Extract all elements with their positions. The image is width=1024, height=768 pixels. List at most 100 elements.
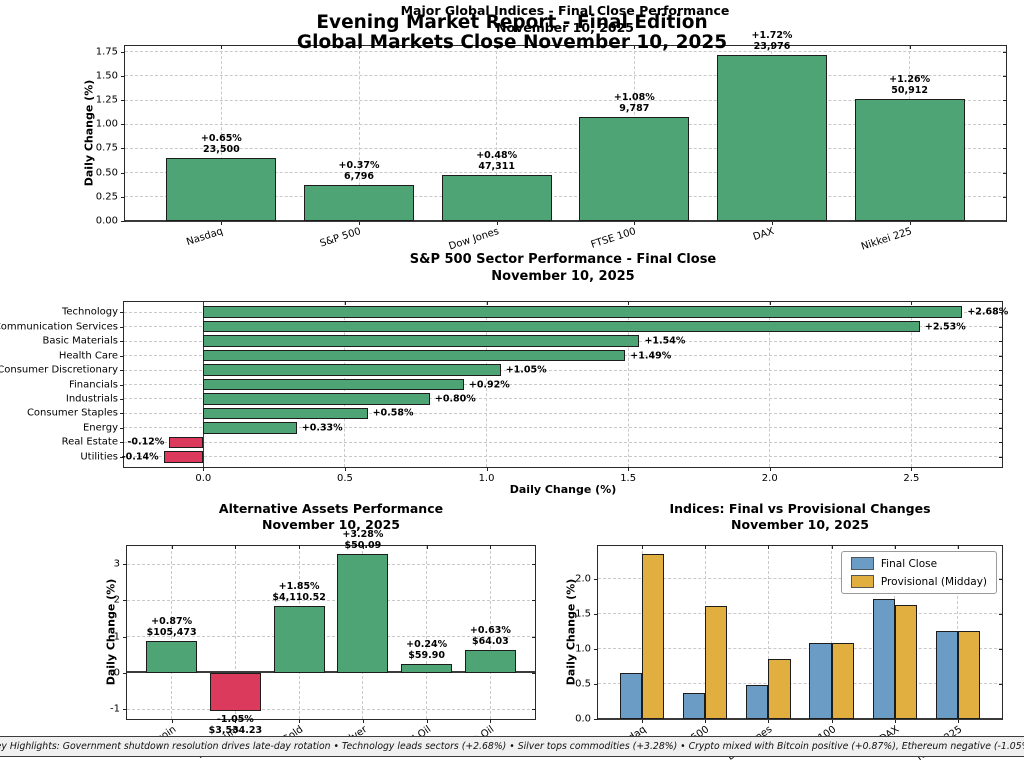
x-tick [426, 719, 428, 723]
y-tick [120, 326, 124, 328]
value-label: +1.05% [505, 364, 547, 376]
chart-sp500-sectors: 0.0 0.5 1.0 1.5 2.0 2.5 Technology Communicatio… [0, 301, 1008, 484]
legend-label: Provisional (Midday) [880, 575, 987, 588]
top-tick [769, 302, 771, 305]
value-label: +1.54% [644, 335, 686, 347]
x-tick [299, 719, 301, 723]
y-tick-label: 0.00 [95, 215, 118, 227]
top-tick [894, 546, 896, 549]
top-tick [911, 302, 913, 305]
x-tick [957, 719, 959, 723]
value-label: +1.49% [630, 350, 672, 362]
right-tick [999, 326, 1002, 328]
right-tick [1003, 124, 1006, 126]
grid-line-v [171, 546, 173, 719]
legend: Final Close Provisional (Midday) [840, 551, 997, 594]
chart-global-indices: 0.00 0.25 0.50 0.75 1.00 1.25 1.50 1.75 Nasdaq S&… [96, 30, 1007, 253]
right-tick [532, 636, 535, 638]
zero-line [598, 717, 1002, 720]
x-tick-label: 1.5 [620, 473, 637, 484]
category-label: Technology [61, 306, 118, 318]
top-tick [957, 546, 959, 549]
bar [203, 306, 963, 318]
figure-suptitle-line1: Evening Market Report - Final Edition [316, 12, 708, 33]
y-tick-label: 0.75 [95, 142, 118, 154]
grid-line-h [124, 412, 1002, 414]
grid-line-v [358, 46, 360, 221]
top-tick [221, 46, 223, 49]
category-label: DAX [751, 226, 776, 244]
y-tick-label: 0.0 [575, 713, 591, 725]
right-tick [999, 355, 1002, 357]
legend-label: Final Close [880, 557, 938, 570]
chart1-title: Major Global Indices - Final Close Perfo… [400, 3, 730, 18]
bar [166, 158, 277, 221]
value-label: +1.72% 23,976 [751, 29, 793, 52]
right-tick [999, 578, 1002, 580]
y-tick [594, 648, 598, 650]
value-label: +0.63% $64.03 [469, 625, 511, 648]
grid-line-v [767, 546, 769, 719]
bar [169, 436, 204, 449]
right-tick [999, 456, 1002, 458]
grid-line-h [125, 147, 1006, 149]
bar [642, 554, 665, 719]
chart1-subtitle: November 10, 2025 [496, 20, 634, 35]
chart4-subtitle: November 10, 2025 [731, 517, 869, 532]
grid-line-v [234, 546, 236, 719]
category-label: Basic Materials [42, 335, 119, 347]
top-tick [490, 546, 492, 549]
x-tick [909, 221, 911, 225]
right-tick [532, 600, 535, 602]
chart4-title: Indices: Final vs Provisional Changes [669, 501, 931, 516]
right-tick [1003, 196, 1006, 198]
top-tick [909, 46, 911, 49]
y-tick [120, 370, 124, 372]
y-tick-label: 1.0 [575, 643, 591, 655]
x-tick [911, 467, 913, 471]
category-label: Utilities [80, 451, 118, 463]
grid-line-h [598, 578, 1002, 580]
chart-alternative-assets: -10123BitcoinEthereumGoldSilverWTI OilBr… [110, 529, 536, 761]
figure-suptitle-line2: Global Markets Close November 10, 2025 [296, 32, 728, 53]
bar [441, 174, 552, 221]
y-tick [121, 148, 125, 150]
grid-line-h [125, 172, 1006, 174]
bar [957, 630, 980, 719]
top-tick [486, 302, 488, 305]
grid-line-v [220, 46, 222, 221]
category-label: S&P 500 [318, 226, 363, 250]
category-label: Nasdaq [185, 226, 225, 249]
right-tick [999, 427, 1002, 429]
x-tick [486, 467, 488, 471]
grid-line-v [496, 46, 498, 221]
chart-alternative-assets-plot: -10123BitcoinEthereumGoldSilverWTI OilBr… [110, 529, 536, 761]
value-label: +2.53% [924, 321, 966, 333]
key-highlights-footer: Key Highlights: Government shutdown reso… [0, 736, 1024, 757]
x-tick [235, 719, 237, 723]
grid-line-h [127, 708, 535, 710]
category-label: Consumer Discretionary [0, 364, 118, 376]
bar [146, 641, 198, 673]
y-tick [123, 672, 127, 674]
category-label: FTSE 100 [589, 226, 638, 251]
top-tick [768, 546, 770, 549]
y-tick [123, 709, 127, 711]
y-tick [123, 636, 127, 638]
top-tick [771, 46, 773, 49]
top-tick [299, 546, 301, 549]
y-tick-label: 0.50 [95, 167, 118, 179]
x-tick-label: 0.0 [195, 473, 212, 484]
right-tick [1003, 148, 1006, 150]
y-tick-label: 1.25 [95, 94, 118, 106]
right-tick [532, 672, 535, 674]
x-tick [344, 467, 346, 471]
y-tick [594, 578, 598, 580]
value-label: +0.65% 23,500 [200, 133, 242, 156]
grid-line-h [124, 456, 1002, 458]
y-tick [121, 75, 125, 77]
legend-swatch [850, 557, 874, 570]
value-label: +1.08% 9,787 [613, 91, 655, 114]
